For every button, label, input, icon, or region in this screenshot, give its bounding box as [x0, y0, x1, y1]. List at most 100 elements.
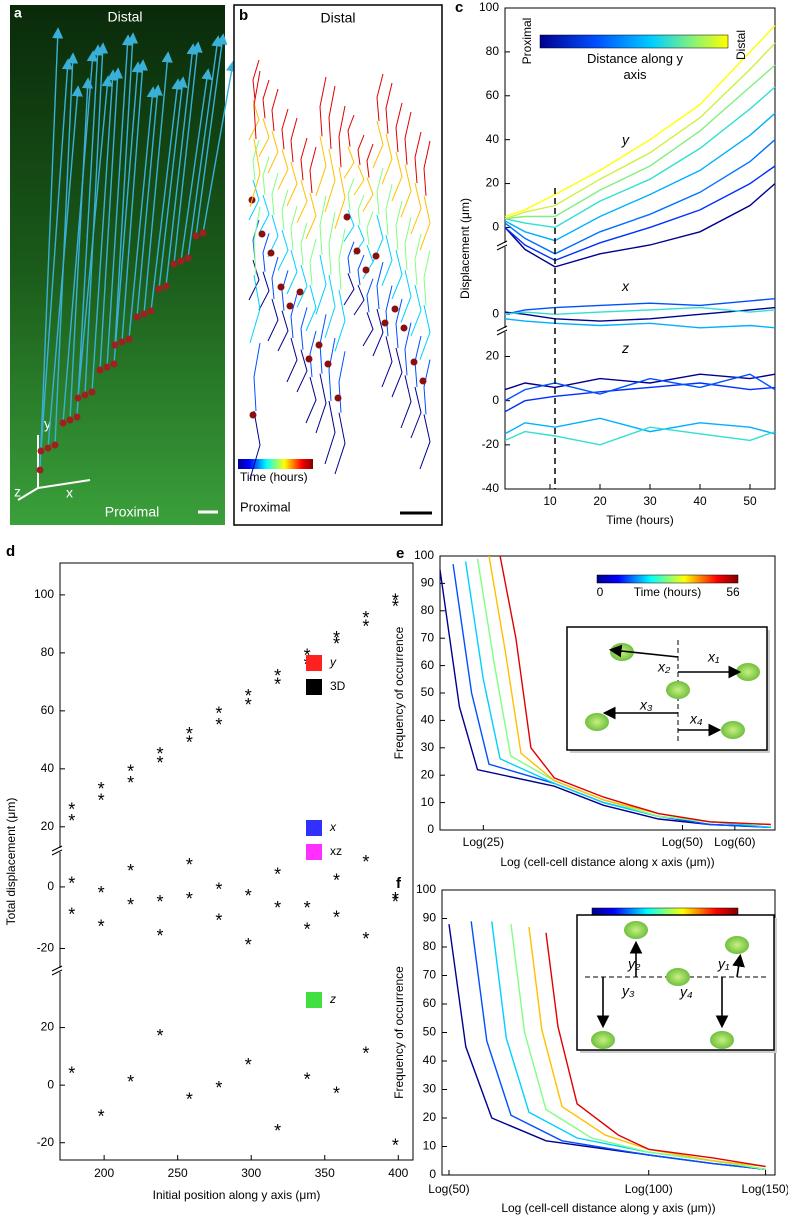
x-tick-label: 40 [693, 494, 707, 508]
scatter-point: * [186, 1089, 193, 1109]
panel-label: c [455, 0, 463, 16]
trajectory [248, 179, 260, 221]
cell [155, 285, 163, 293]
scatter-point: * [333, 628, 340, 648]
cell [362, 266, 370, 274]
trajectory [286, 337, 298, 383]
trajectory [334, 167, 346, 229]
scatter-point: * [333, 634, 340, 654]
axis-break [496, 329, 508, 336]
y-tick-label: 60 [421, 658, 435, 672]
proximal-label: Proximal [105, 504, 159, 520]
trajectory [410, 182, 422, 235]
trajectory [338, 105, 346, 168]
panel-frame [233, 4, 443, 526]
x-tick-label: 300 [241, 1166, 261, 1180]
scatter-point: * [98, 791, 105, 811]
cell-arrow [180, 68, 213, 262]
y-axis-label: Frequency of occurrence [392, 966, 406, 1099]
cell [118, 338, 126, 346]
trajectory [376, 261, 384, 310]
cell [37, 447, 45, 455]
y-tick-label: 20 [486, 349, 500, 363]
series-group-label: x [621, 278, 630, 294]
trajectory [366, 143, 374, 178]
trajectory [353, 164, 365, 196]
trajectory [404, 111, 412, 165]
inset-cell [624, 921, 648, 939]
trajectory [410, 284, 422, 337]
scatter-point: * [392, 1135, 399, 1155]
y-tick-label: 20 [41, 1020, 55, 1034]
trajectory [391, 151, 403, 202]
legend-label: x [329, 820, 337, 834]
trajectory [253, 70, 261, 140]
legend-label: y [329, 655, 337, 669]
scatter-point: * [215, 715, 222, 735]
trajectory [395, 102, 403, 153]
cell-arrow [187, 35, 223, 259]
trajectory [281, 108, 289, 150]
cell-arrow [136, 84, 163, 318]
cell [286, 302, 294, 310]
trajectory [385, 184, 393, 236]
colorbar [596, 574, 739, 584]
proximal-label: Proximal [240, 499, 291, 514]
y-tick-label: 60 [41, 703, 55, 717]
trajectory [381, 234, 393, 286]
y-tick-label: 50 [423, 1025, 437, 1039]
panel-label: f [396, 875, 402, 892]
colorbar-title-box: Distance along y axis [587, 51, 683, 82]
scatter-point: * [215, 704, 222, 724]
scatter-point: * [215, 1078, 222, 1098]
scatter-point: * [186, 855, 193, 875]
trajectory [385, 285, 393, 337]
trajectory [319, 195, 327, 256]
cell [111, 341, 119, 349]
inset-label: y₄ [679, 984, 693, 1000]
cell-arrow [202, 60, 238, 234]
distal-label: Distal [320, 10, 355, 26]
scatter-point: * [392, 596, 399, 616]
legend-label: 3D [330, 679, 346, 693]
data-line [504, 112, 776, 242]
inset-label: x₁ [707, 649, 720, 665]
cell-arrow [62, 50, 98, 424]
scatter-point: * [245, 1055, 252, 1075]
y-tick-label: 30 [421, 740, 435, 754]
cell-arrow [121, 59, 148, 343]
x-tick-label: Log(60) [714, 835, 755, 849]
data-line [470, 921, 766, 1170]
trajectory [395, 298, 403, 349]
cell [44, 444, 52, 452]
cell [353, 247, 361, 255]
trajectory [324, 148, 336, 213]
cell [410, 358, 418, 366]
y-axis-label: Frequency of occurrence [392, 626, 406, 759]
cell [103, 363, 111, 371]
scatter-point: * [274, 864, 281, 884]
cell [74, 394, 82, 402]
scatter-point: * [304, 898, 311, 918]
legend-swatch [306, 992, 322, 1008]
cell [125, 335, 133, 343]
colorbar-title: Time (hours) [634, 585, 702, 599]
scatter-point: * [157, 926, 164, 946]
trajectory [391, 249, 403, 300]
trajectory [381, 133, 393, 185]
axis-break [496, 244, 508, 251]
axis-break [496, 240, 508, 247]
x-tick-label: 30 [643, 494, 657, 508]
inset-label: x₃ [639, 697, 653, 713]
colorbar-title: Time (hours) [240, 470, 308, 484]
cell [372, 252, 380, 260]
scatter-point: * [127, 895, 134, 915]
chart-panel: e Log(25) Log(50) Log(60)Log (cell-cell dis… [392, 545, 776, 869]
cell [258, 230, 266, 238]
inset-cell [666, 681, 690, 699]
panel-label: b [239, 7, 248, 24]
y-tick-label: 0 [47, 879, 54, 893]
trajectory [357, 134, 365, 166]
data-line [504, 183, 776, 268]
